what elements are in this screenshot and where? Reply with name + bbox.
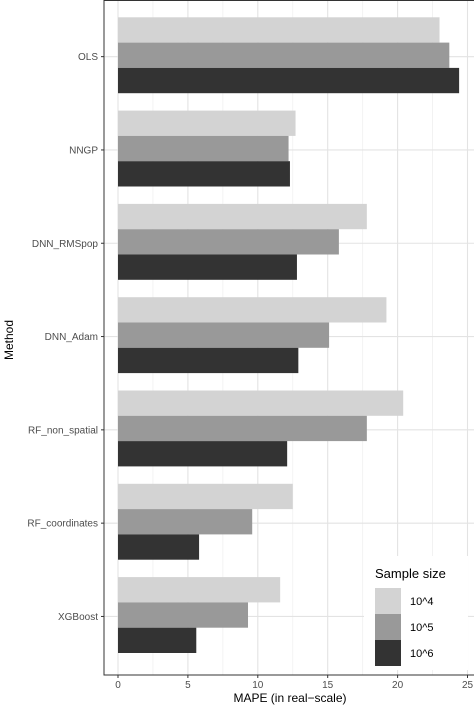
y-tick-label: DNN_Adam [45,332,98,343]
y-tick-label: NNGP [69,145,98,156]
y-tick-label: DNN_RMSpop [32,239,99,250]
bar-DNN_RMSpop-10^4 [118,203,367,230]
x-tick-label: 15 [322,680,334,691]
x-tick-label: 5 [185,680,191,691]
y-tick-label: RF_non_spatial [28,425,98,436]
legend-label: 10^4 [410,596,434,608]
legend-key-10^4 [375,588,401,614]
x-tick-label: 10 [252,680,264,691]
legend-label: 10^5 [410,622,434,634]
y-tick-label: XGBoost [58,612,98,623]
y-tick-label: RF_coordinates [27,519,98,530]
bar-XGBoost-10^6 [118,627,197,653]
bar-OLS-10^5 [118,42,450,68]
axes: OLS NNGP DNN_RMSpop DNN_Adam RF_non_spatial R… [27,0,474,691]
x-tick-label: 25 [462,680,474,691]
x-axis-title: MAPE (in real−scale) [233,691,346,705]
bar-DNN_Adam-10^4 [118,297,387,323]
bar-RF_non_spatial-10^4 [118,390,404,416]
x-tick-label: 20 [392,680,404,691]
bar-NNGP-10^4 [118,110,296,136]
bar-OLS-10^6 [118,67,460,94]
bar-RF_non_spatial-10^6 [118,441,288,467]
bar-DNN_RMSpop-10^6 [118,254,297,280]
bar-OLS-10^4 [118,17,440,43]
bar-RF_coordinates-10^5 [118,509,253,535]
legend-key-10^6 [375,640,401,666]
legend: Sample size 10^4 10^5 10^6 [364,556,468,670]
bar-NNGP-10^6 [118,161,290,187]
bar-RF_coordinates-10^4 [118,483,293,510]
y-tick-label: OLS [78,52,98,63]
bar-XGBoost-10^4 [118,577,281,603]
panel-border [103,0,474,676]
bar-DNN_RMSpop-10^5 [118,229,339,255]
bar-DNN_Adam-10^6 [118,347,299,374]
legend-key-10^5 [375,614,401,640]
legend-label: 10^6 [410,648,434,660]
bar-XGBoost-10^5 [118,602,249,628]
legend-title: Sample size [375,566,446,581]
y-axis-title: Method [2,320,16,360]
bars [118,17,460,653]
bar-DNN_Adam-10^5 [118,322,330,348]
bar-RF_non_spatial-10^5 [118,415,367,442]
x-tick-label: 0 [115,680,121,691]
bar-RF_coordinates-10^6 [118,534,200,560]
bar-NNGP-10^5 [118,135,289,162]
